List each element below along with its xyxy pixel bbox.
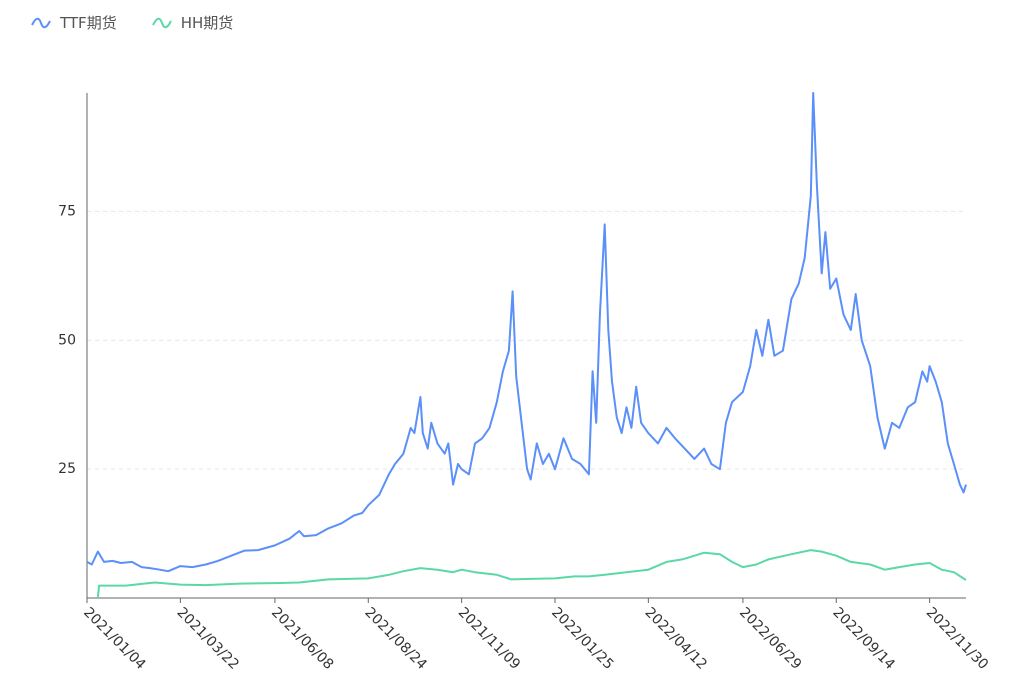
legend-item-ttf[interactable]: TTF期货 <box>30 12 117 33</box>
x-tick-label: 2022/04/12 <box>642 605 710 673</box>
y-tick-label: 50 <box>58 332 76 348</box>
x-tick-label: 2021/11/09 <box>455 605 523 673</box>
series-line-1 <box>96 549 967 598</box>
x-tick-label: 2021/01/04 <box>80 605 148 673</box>
y-tick-label: 75 <box>58 204 76 220</box>
x-tick-label: 2022/11/30 <box>923 605 991 673</box>
x-tick-label: 2021/06/08 <box>268 605 336 673</box>
legend-label: HH期货 <box>180 14 234 32</box>
legend-label: TTF期货 <box>60 14 117 32</box>
x-tick-label: 2022/09/14 <box>829 605 897 673</box>
legend-item-hh[interactable]: HH期货 <box>151 12 234 33</box>
x-tick-label: 2022/01/25 <box>548 605 616 673</box>
x-tick-label: 2021/08/24 <box>361 605 429 673</box>
x-tick-label: 2021/03/22 <box>174 605 242 673</box>
series-line-0 <box>86 92 967 573</box>
y-tick-label: 25 <box>58 461 76 477</box>
line-series-icon <box>151 17 172 28</box>
line-series-icon <box>31 17 51 28</box>
x-tick-label: 2022/06/29 <box>736 605 804 673</box>
legend: TTF期货 HH期货 <box>30 12 233 33</box>
